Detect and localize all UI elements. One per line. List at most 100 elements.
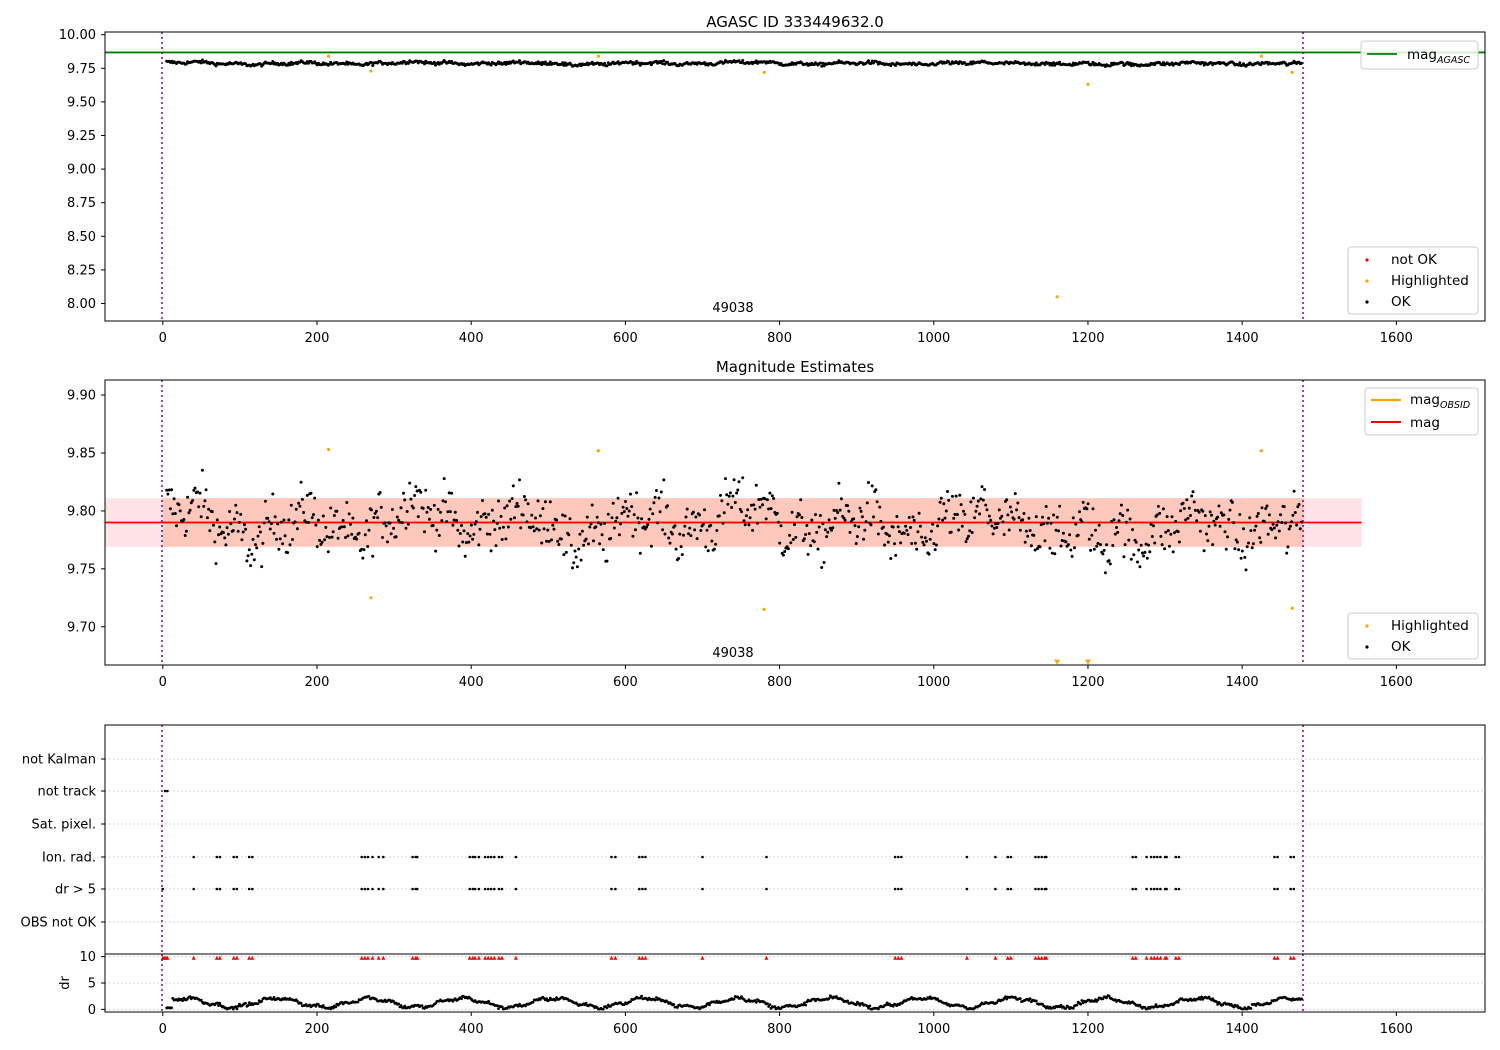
ok-point xyxy=(1177,540,1181,544)
ok-point xyxy=(1049,521,1053,525)
ok-point xyxy=(737,480,741,484)
ok-point xyxy=(816,547,820,551)
ok-point xyxy=(548,500,552,504)
ok-point xyxy=(1213,523,1217,527)
flag-marker xyxy=(514,855,518,859)
dr-high-marker xyxy=(993,955,998,960)
ok-point xyxy=(447,491,451,495)
ok-point xyxy=(1164,530,1168,534)
ok-point xyxy=(543,60,547,64)
ok-point xyxy=(218,525,222,529)
ok-point xyxy=(1124,520,1128,524)
ok-point xyxy=(875,500,879,504)
ok-point xyxy=(561,513,565,517)
ok-point xyxy=(917,511,921,515)
panel2-title: Magnitude Estimates xyxy=(716,358,874,376)
ok-point xyxy=(425,510,429,514)
ok-point xyxy=(414,485,418,489)
ok-point xyxy=(985,508,989,512)
ok-point xyxy=(735,491,739,495)
ok-point xyxy=(278,537,282,541)
dr-point xyxy=(1176,1000,1180,1004)
ok-point xyxy=(555,518,558,522)
ok-point xyxy=(1277,529,1281,533)
ok-point xyxy=(818,514,822,517)
dr-point xyxy=(708,1003,711,1007)
y-tick-label: 8.25 xyxy=(67,263,96,278)
ok-point xyxy=(324,525,328,529)
highlighted-point xyxy=(327,54,331,58)
ok-point xyxy=(445,520,449,524)
ok-point xyxy=(855,535,859,538)
ok-point xyxy=(1234,538,1238,542)
dr-point xyxy=(217,1004,220,1007)
ok-point xyxy=(1068,533,1072,537)
ok-point xyxy=(172,497,176,501)
ok-point xyxy=(876,532,880,536)
ok-point xyxy=(631,534,635,538)
ok-point xyxy=(670,532,674,536)
flag-marker xyxy=(251,887,254,891)
ok-point xyxy=(563,61,567,65)
ok-point xyxy=(582,543,586,547)
ok-point xyxy=(489,549,493,553)
ok-point xyxy=(294,507,298,511)
ok-point xyxy=(1266,532,1270,536)
flag-marker xyxy=(1134,855,1138,859)
flag-marker xyxy=(1037,855,1040,859)
ok-point xyxy=(928,537,932,541)
ok-point xyxy=(661,528,665,532)
ok-point xyxy=(1248,516,1252,520)
ok-point xyxy=(557,543,561,546)
ok-point xyxy=(436,507,440,511)
y-tick-label: 10.00 xyxy=(59,28,96,43)
dr-high-marker xyxy=(1176,955,1181,960)
ok-point xyxy=(950,494,954,498)
ok-point xyxy=(615,516,619,520)
ok-point xyxy=(809,544,813,548)
ok-point xyxy=(199,515,203,519)
ok-point xyxy=(1108,64,1112,68)
flag-row-label: OBS not OK xyxy=(21,916,97,931)
flag-row-label: dr > 5 xyxy=(55,883,96,898)
ok-point xyxy=(1126,508,1130,512)
ok-point xyxy=(182,518,186,521)
dr-point xyxy=(676,1006,679,1009)
ok-point xyxy=(1160,63,1164,67)
ok-point xyxy=(783,550,787,553)
flag-marker xyxy=(900,855,903,859)
ok-point xyxy=(1095,544,1099,548)
ok-point xyxy=(996,522,1000,525)
dr-high-marker xyxy=(500,955,505,960)
dr-point xyxy=(1300,997,1303,1001)
ok-point xyxy=(474,520,478,524)
ok-point xyxy=(1242,527,1245,531)
flag-marker xyxy=(473,855,477,859)
panel2-x-axis: 0 200 400 600 800 1000 1200 1400 1600 xyxy=(159,665,1413,690)
ok-point xyxy=(246,554,250,558)
ok-point xyxy=(1153,541,1157,545)
ok-point xyxy=(617,533,621,537)
ok-point xyxy=(837,481,841,485)
ok-point xyxy=(925,539,928,543)
ok-point xyxy=(307,521,310,524)
ok-point xyxy=(1240,549,1244,553)
flag-marker xyxy=(486,887,490,891)
ok-point xyxy=(605,64,609,68)
ok-point xyxy=(499,514,503,518)
dr-point xyxy=(495,1004,499,1008)
dr-point xyxy=(865,1004,869,1008)
flag-marker xyxy=(1145,855,1148,859)
ok-point xyxy=(889,557,893,560)
dr-high-marker xyxy=(486,955,491,960)
ok-point xyxy=(283,534,287,538)
ok-point xyxy=(720,499,724,503)
flag-marker xyxy=(366,855,370,859)
ok-point xyxy=(531,525,535,529)
ok-point xyxy=(1010,510,1014,514)
ok-point xyxy=(1184,518,1188,522)
ok-point xyxy=(932,542,936,546)
panel2-legend-lines: magOBSID mag xyxy=(1364,387,1479,436)
ok-point xyxy=(1187,506,1191,510)
ok-point xyxy=(958,493,962,497)
